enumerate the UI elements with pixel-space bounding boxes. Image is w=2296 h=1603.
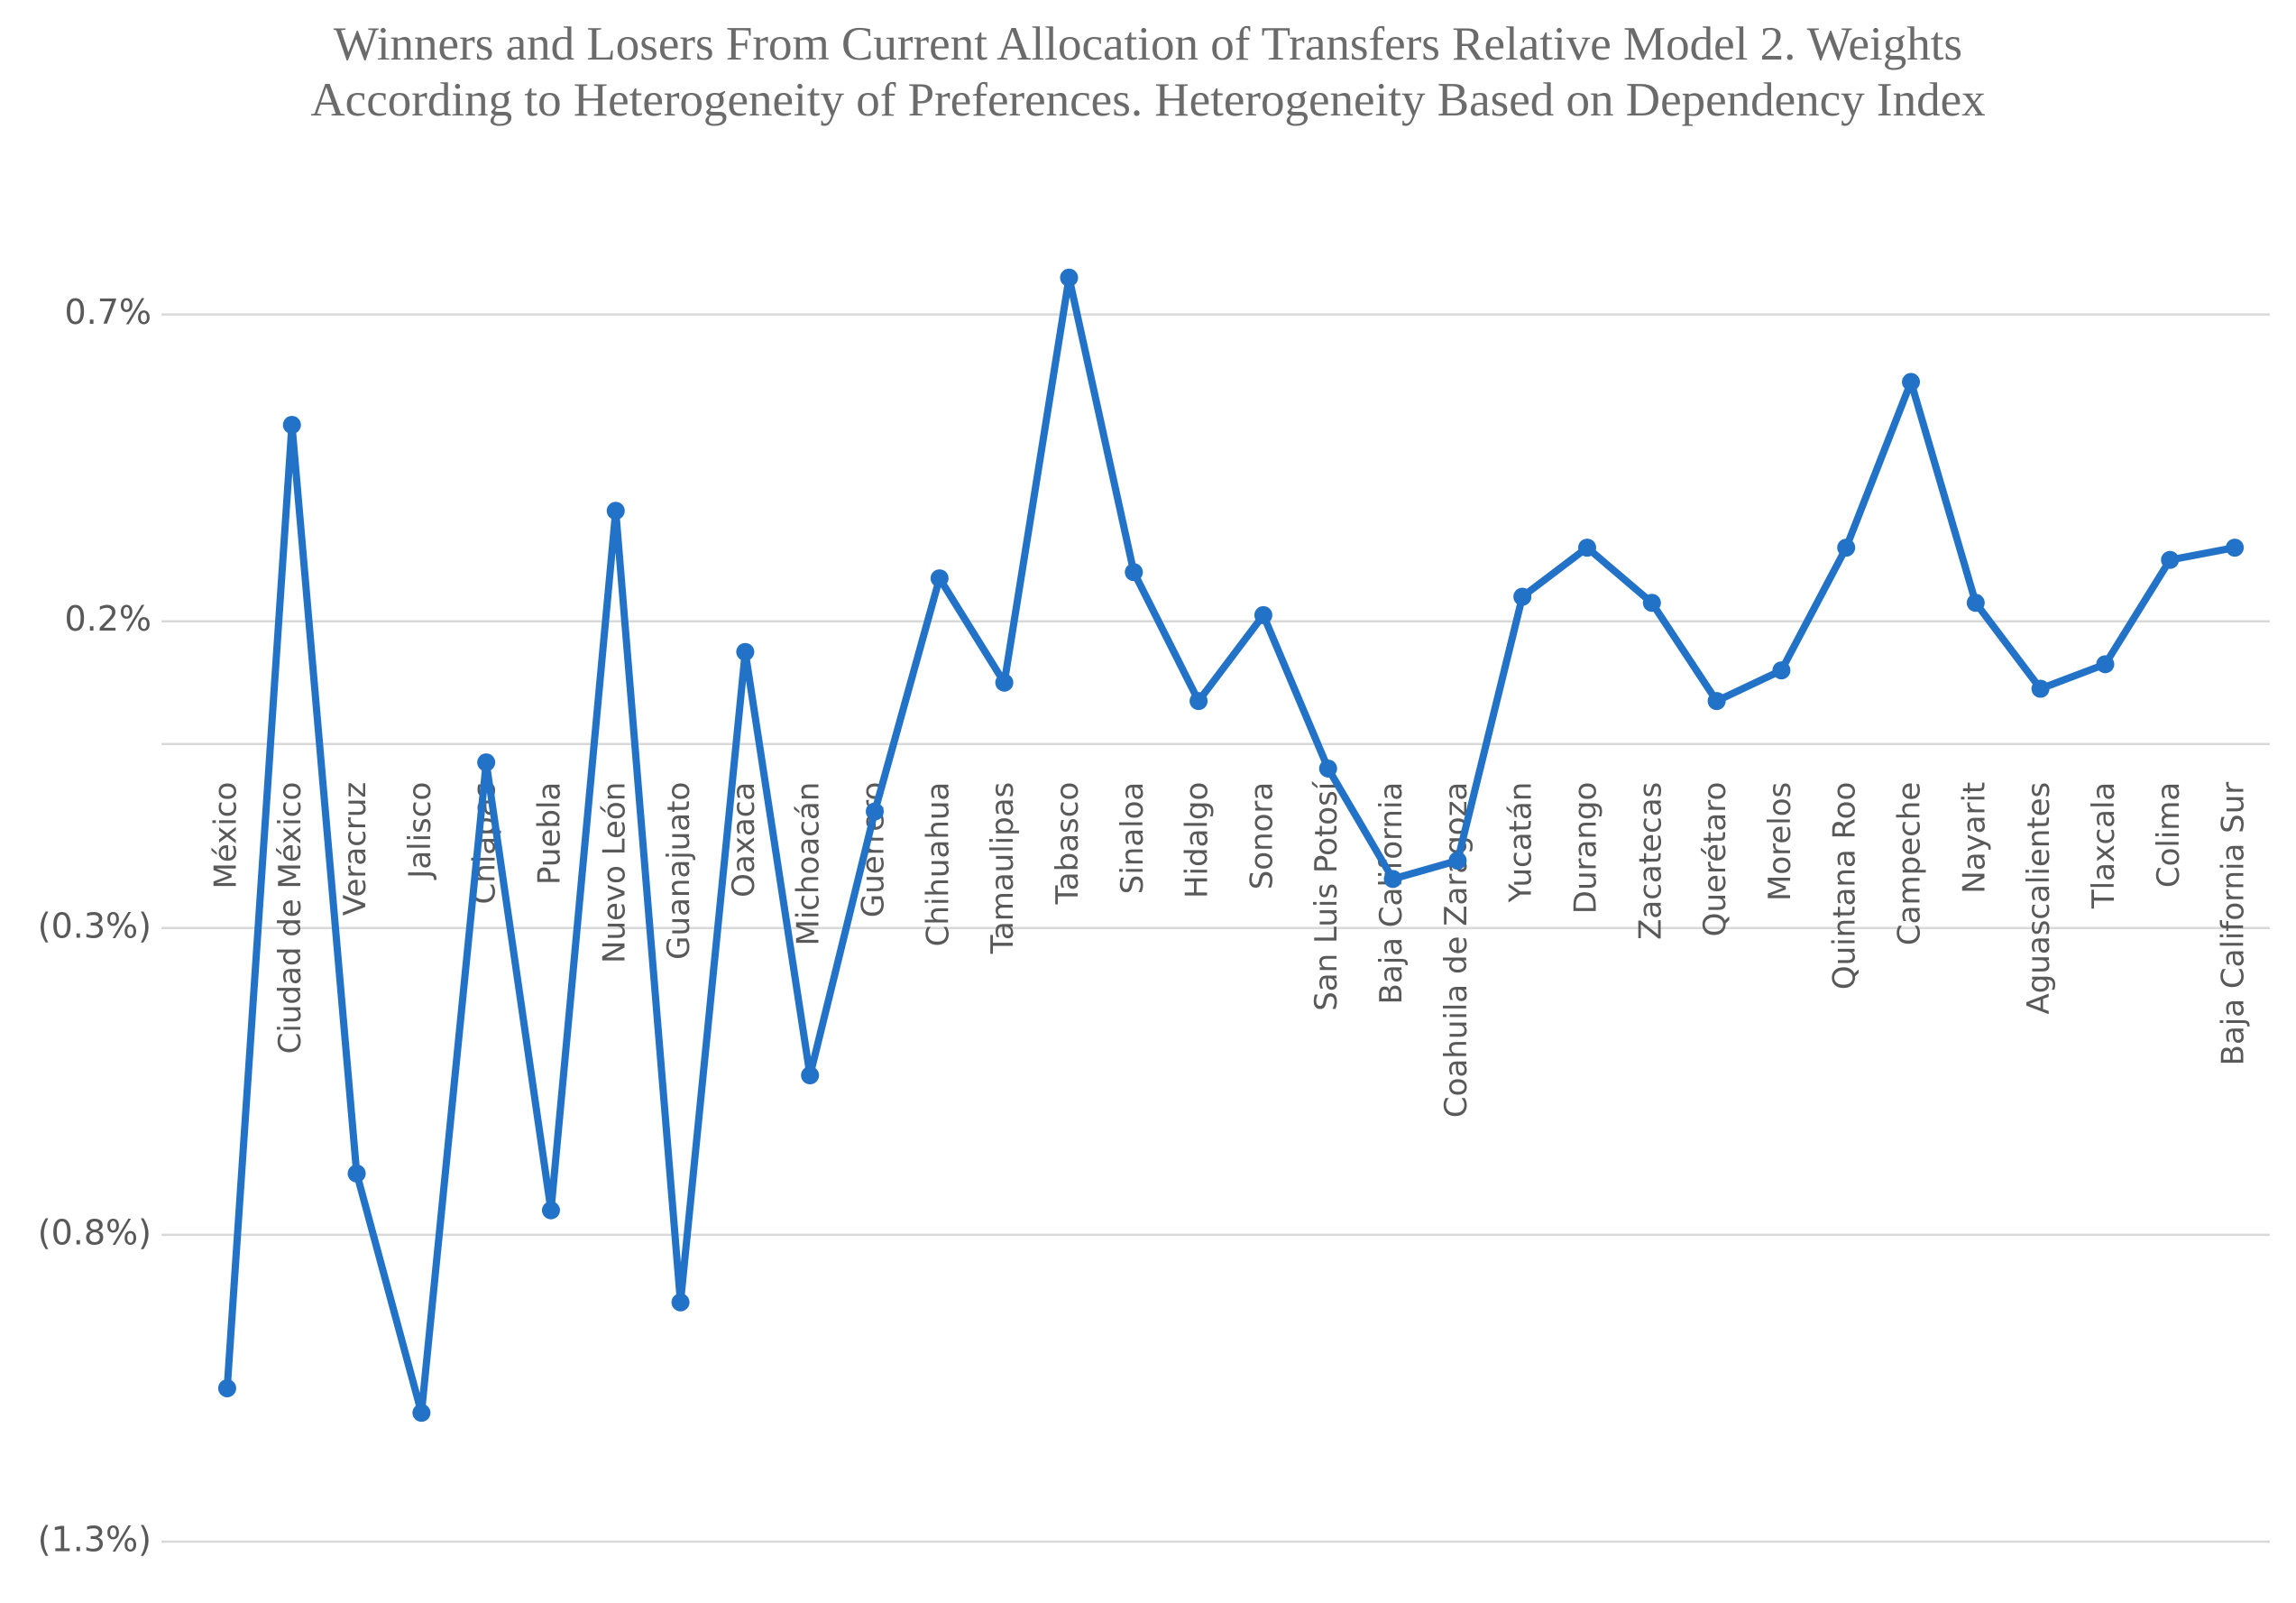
data-point: [412, 1404, 431, 1423]
data-point: [1448, 851, 1467, 870]
x-tick-label: San Luis Potosí: [1309, 780, 1345, 1011]
data-point: [2031, 679, 2050, 698]
x-tick-label: Coahuila de Zaragoza: [1438, 782, 1474, 1118]
data-point: [477, 753, 496, 772]
x-tick-label: Morelos: [1762, 782, 1798, 901]
data-point: [1060, 268, 1079, 287]
data-point: [1642, 594, 1661, 613]
data-point: [1125, 563, 1143, 582]
x-tick-label: Nayarit: [1956, 782, 1992, 894]
data-point: [282, 416, 301, 435]
data-point: [1577, 539, 1596, 557]
data-point: [1772, 661, 1791, 680]
x-tick-label: Zacatecas: [1632, 782, 1668, 940]
x-tick-label: Puebla: [531, 782, 567, 885]
x-tick-label: Quintana Roo: [1827, 782, 1863, 990]
data-point: [1707, 692, 1726, 711]
data-point: [347, 1164, 366, 1183]
data-point: [2096, 655, 2115, 674]
data-point: [866, 802, 885, 821]
data-point: [2161, 550, 2180, 569]
x-tick-label: Ciudad de México: [272, 782, 308, 1055]
x-tick-label: Guanajuato: [661, 782, 697, 960]
x-tick-label: Tamaulipas: [985, 782, 1021, 955]
data-point: [995, 673, 1014, 692]
y-tick-label: (0.3%): [38, 906, 152, 945]
data-point: [2226, 539, 2245, 557]
x-tick-label: Sinaloa: [1115, 782, 1151, 895]
x-tick-label: Sonora: [1244, 782, 1280, 890]
y-tick-label: 0.2%: [64, 599, 152, 639]
x-tick-label: Tlaxcala: [2086, 782, 2122, 909]
data-point: [1966, 594, 1985, 613]
x-tick-label: Yucatán: [1503, 782, 1539, 904]
x-tick-label: Tabasco: [1050, 782, 1086, 906]
series-line: [223, 273, 2236, 1417]
data-point: [1318, 759, 1337, 778]
y-tick-label: 0.7%: [64, 292, 152, 332]
data-point: [541, 1201, 560, 1220]
data-point: [1383, 870, 1402, 889]
data-point: [1254, 605, 1272, 624]
y-tick-label: (0.8%): [38, 1212, 152, 1252]
data-point: [736, 642, 755, 661]
data-point: [217, 1378, 236, 1397]
x-tick-label: Baja California: [1373, 782, 1410, 1005]
x-tick-label: México: [207, 782, 243, 889]
x-tick-label: Durango: [1567, 782, 1603, 914]
x-tick-label: Guerrero: [856, 782, 892, 917]
data-point: [1837, 539, 1856, 557]
x-tick-label: Hidalgo: [1180, 782, 1216, 898]
data-point: [801, 1066, 820, 1085]
x-tick-label: Colima: [2151, 782, 2187, 888]
x-tick-label: Baja California Sur: [2216, 782, 2252, 1066]
data-point: [1513, 587, 1532, 606]
x-tick-label: Nuevo León: [596, 782, 632, 963]
data-point: [1189, 692, 1208, 711]
x-tick-label: Querétaro: [1697, 782, 1733, 937]
data-point: [671, 1293, 690, 1312]
x-tick-label: Campeche: [1892, 782, 1928, 945]
x-tick-label: Jalisco: [402, 782, 438, 880]
x-tick-label: Chihuahua: [920, 782, 956, 947]
data-point: [606, 502, 625, 521]
chart-title: Winners and Losers From Current Allocati…: [310, 18, 1986, 126]
x-tick-label: Aguascalientes: [2021, 782, 2057, 1015]
data-point: [930, 569, 949, 588]
x-tick-label: Michoacán: [791, 782, 827, 946]
data-point: [1902, 373, 1921, 392]
y-tick-label: (1.3%): [38, 1520, 152, 1560]
x-tick-label: Veracruz: [337, 782, 373, 916]
